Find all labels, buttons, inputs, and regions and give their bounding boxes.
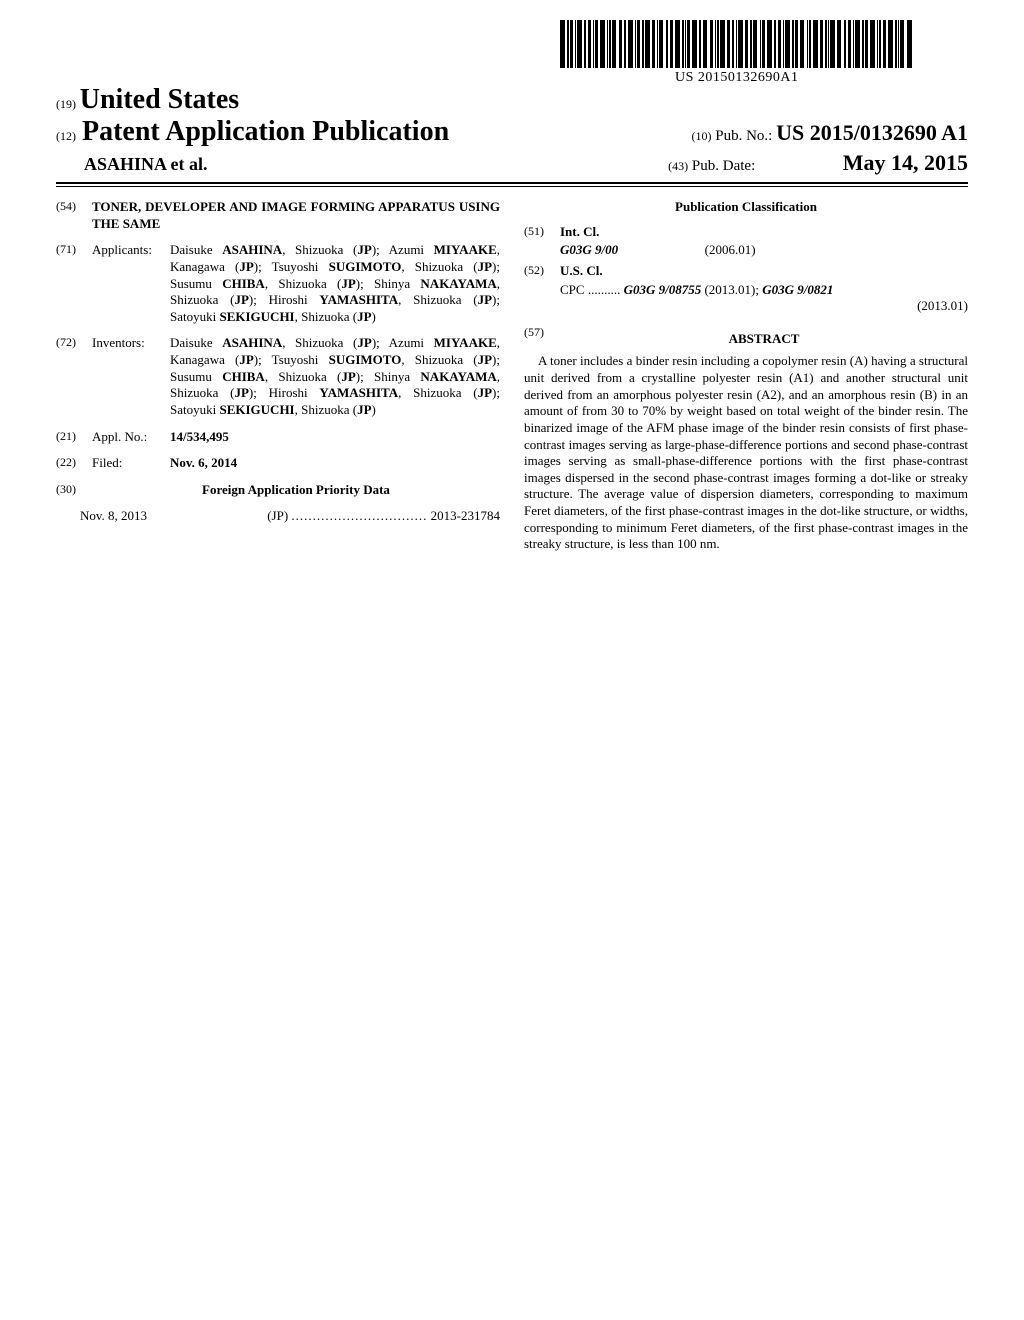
- right-column: Publication Classification (51) Int. Cl.…: [524, 199, 968, 553]
- author-name: ASAHINA et al.: [56, 154, 208, 175]
- publication-line: (12) Patent Application Publication (10)…: [56, 116, 968, 148]
- field-priority-head: (30) Foreign Application Priority Data: [56, 482, 500, 499]
- inventors-names: Daisuke ASAHINA, Shizuoka (JP); Azumi MI…: [170, 335, 500, 418]
- inventors-label: Inventors:: [92, 335, 170, 418]
- intcl-date: (2006.01): [705, 242, 756, 257]
- title-tag: (54): [56, 199, 92, 232]
- applicants-tag: (71): [56, 242, 92, 325]
- cpc-code-2: G03G 9/0821: [762, 282, 833, 297]
- title-text: TONER, DEVELOPER AND IMAGE FORMING APPAR…: [92, 199, 500, 232]
- priority-tag: (30): [56, 482, 92, 499]
- filed-tag: (22): [56, 455, 92, 472]
- pubno-label: Pub. No.:: [715, 128, 772, 144]
- filed-label: Filed:: [92, 455, 170, 472]
- priority-dots: ................................: [291, 508, 427, 523]
- priority-label: Foreign Application Priority Data: [92, 482, 500, 499]
- left-column: (54) TONER, DEVELOPER AND IMAGE FORMING …: [56, 199, 500, 553]
- abstract-head: ABSTRACT: [560, 331, 968, 348]
- pub-tag: (12): [56, 129, 76, 144]
- applno-label: Appl. No.:: [92, 429, 170, 446]
- classification-head: Publication Classification: [524, 199, 968, 216]
- content-columns: (54) TONER, DEVELOPER AND IMAGE FORMING …: [56, 199, 968, 553]
- abstract-tag: (57): [524, 325, 560, 354]
- filed-value: Nov. 6, 2014: [170, 455, 500, 472]
- intcl-label: Int. Cl.: [560, 224, 968, 241]
- field-uscl: (52) U.S. Cl.: [524, 263, 968, 280]
- divider-thick: [56, 182, 968, 184]
- applicants-names: Daisuke ASAHINA, Shizuoka (JP); Azumi MI…: [170, 242, 500, 325]
- cpc-line: CPC .......... G03G 9/08755 (2013.01); G…: [560, 282, 968, 299]
- field-intcl: (51) Int. Cl.: [524, 224, 968, 241]
- intcl-row: G03G 9/00 (2006.01): [560, 242, 968, 259]
- uscl-label: U.S. Cl.: [560, 263, 968, 280]
- cpc-date-1: (2013.01);: [704, 282, 759, 297]
- date-value: May 14, 2015: [843, 150, 968, 175]
- intcl-code: G03G 9/00: [560, 242, 618, 257]
- header: (19) United States (12) Patent Applicati…: [56, 84, 968, 176]
- barcode-text: US 20150132690A1: [560, 70, 915, 86]
- cpc-date-2: (2013.01): [524, 298, 968, 315]
- country-tag: (19): [56, 97, 76, 111]
- applno-value: 14/534,495: [170, 429, 500, 446]
- intcl-tag: (51): [524, 224, 560, 241]
- country-line: (19) United States: [56, 84, 968, 116]
- field-applno: (21) Appl. No.: 14/534,495: [56, 429, 500, 446]
- applicants-label: Applicants:: [92, 242, 170, 325]
- author-date-line: ASAHINA et al. (43) Pub. Date: May 14, 2…: [56, 150, 968, 176]
- field-applicants: (71) Applicants: Daisuke ASAHINA, Shizuo…: [56, 242, 500, 325]
- date-tag: (43): [668, 159, 688, 173]
- barcode-block: US 20150132690A1: [560, 20, 915, 86]
- country-name: United States: [80, 84, 239, 115]
- field-filed: (22) Filed: Nov. 6, 2014: [56, 455, 500, 472]
- field-title: (54) TONER, DEVELOPER AND IMAGE FORMING …: [56, 199, 500, 232]
- pubno-tag: (10): [691, 129, 711, 143]
- barcode-graphic: [560, 20, 915, 68]
- cpc-label: CPC ..........: [560, 282, 620, 297]
- priority-country: (JP): [267, 508, 288, 523]
- inventors-tag: (72): [56, 335, 92, 418]
- priority-num: 2013-231784: [431, 508, 500, 523]
- pubno-value: US 2015/0132690 A1: [776, 120, 968, 145]
- priority-date: Nov. 8, 2013: [80, 508, 147, 525]
- abstract-header-row: (57) ABSTRACT: [524, 325, 968, 354]
- date-label: Pub. Date:: [692, 158, 755, 174]
- applno-tag: (21): [56, 429, 92, 446]
- field-inventors: (72) Inventors: Daisuke ASAHINA, Shizuok…: [56, 335, 500, 418]
- divider-thin: [56, 186, 968, 187]
- abstract-text: A toner includes a binder resin includin…: [524, 353, 968, 553]
- uscl-tag: (52): [524, 263, 560, 280]
- cpc-code-1: G03G 9/08755: [624, 282, 702, 297]
- pub-title: Patent Application Publication: [82, 116, 449, 148]
- priority-data-line: Nov. 8, 2013 (JP) ......................…: [80, 508, 500, 525]
